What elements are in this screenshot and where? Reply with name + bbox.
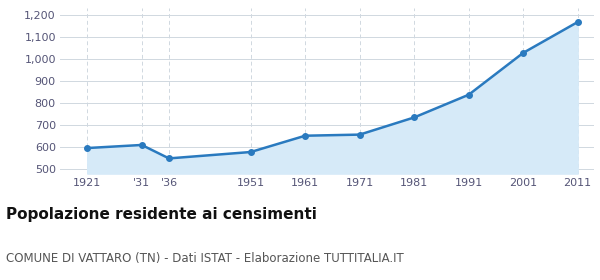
Text: Popolazione residente ai censimenti: Popolazione residente ai censimenti [6,207,317,222]
Text: COMUNE DI VATTARO (TN) - Dati ISTAT - Elaborazione TUTTITALIA.IT: COMUNE DI VATTARO (TN) - Dati ISTAT - El… [6,252,404,265]
